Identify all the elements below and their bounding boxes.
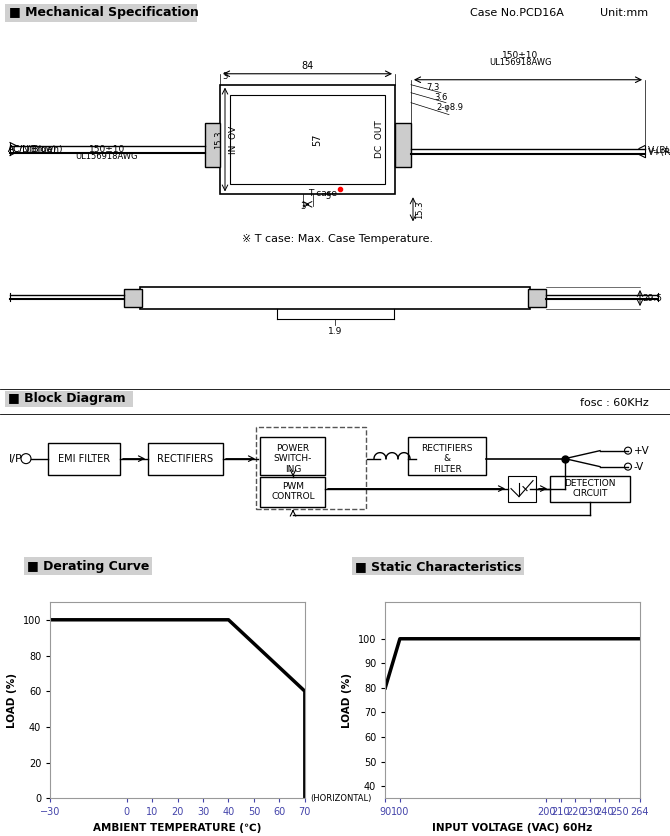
Text: DC  OUT: DC OUT [375, 120, 383, 159]
Text: POWER
SWITCH-
ING: POWER SWITCH- ING [274, 444, 312, 473]
Text: 84: 84 [302, 61, 314, 71]
Text: EMI FILTER: EMI FILTER [58, 454, 110, 464]
FancyBboxPatch shape [5, 4, 197, 22]
Text: +V: +V [634, 446, 650, 456]
Text: AC/N(Blue): AC/N(Blue) [8, 145, 57, 154]
Text: 7.3: 7.3 [426, 83, 440, 92]
Bar [260, 477, 325, 507]
Text: 3.6: 3.6 [434, 93, 448, 102]
Text: 15.3: 15.3 [214, 130, 223, 149]
Bar [230, 94, 385, 185]
Text: 150±10: 150±10 [89, 145, 125, 155]
Text: V-(BLACK): V-(BLACK) [648, 146, 670, 155]
Text: PWM
CONTROL: PWM CONTROL [271, 482, 315, 502]
Text: IN  OV: IN OV [230, 125, 239, 154]
Bar [550, 476, 630, 502]
Bar [256, 426, 366, 508]
Text: -V: -V [634, 461, 645, 472]
Text: ■ Derating Curve: ■ Derating Curve [27, 559, 149, 573]
Text: 29.5: 29.5 [642, 293, 662, 303]
Y-axis label: LOAD (%): LOAD (%) [342, 673, 352, 727]
Text: AC/L(Brown): AC/L(Brown) [8, 145, 64, 154]
Text: ■ Static Characteristics: ■ Static Characteristics [355, 559, 522, 573]
X-axis label: AMBIENT TEMPERATURE (℃): AMBIENT TEMPERATURE (℃) [93, 823, 262, 833]
Text: I/P: I/P [9, 454, 23, 464]
Text: (HORIZONTAL): (HORIZONTAL) [310, 794, 371, 803]
Text: UL156918AWG: UL156918AWG [488, 58, 551, 67]
Bar [205, 123, 220, 167]
Text: 57: 57 [312, 133, 322, 145]
Text: T case: T case [308, 190, 338, 198]
Bar [260, 436, 325, 475]
Bar [124, 289, 142, 307]
Text: UL156918AWG: UL156918AWG [76, 152, 138, 161]
Text: RECTIFIERS
&
FILTER: RECTIFIERS & FILTER [421, 444, 473, 473]
Bar [408, 436, 486, 475]
Text: RECTIFIERS: RECTIFIERS [157, 454, 213, 464]
Text: ■ Mechanical Specification: ■ Mechanical Specification [9, 7, 199, 19]
X-axis label: INPUT VOLTAGE (VAC) 60Hz: INPUT VOLTAGE (VAC) 60Hz [432, 823, 593, 833]
Text: 5: 5 [325, 192, 330, 201]
Text: 2-φ8.9: 2-φ8.9 [436, 103, 463, 112]
Text: 15.3: 15.3 [415, 200, 424, 218]
Text: fosc : 60KHz: fosc : 60KHz [580, 398, 649, 408]
Bar [148, 442, 223, 475]
Bar [508, 476, 536, 502]
Text: Case No.PCD16A: Case No.PCD16A [470, 8, 564, 18]
Bar [220, 84, 395, 195]
Bar [395, 123, 411, 167]
Y-axis label: LOAD (%): LOAD (%) [7, 673, 17, 727]
Bar [528, 289, 546, 307]
FancyBboxPatch shape [5, 390, 133, 406]
Text: ※ T case: Max. Case Temperature.: ※ T case: Max. Case Temperature. [242, 234, 433, 244]
Text: 1.9: 1.9 [328, 327, 342, 336]
Bar [48, 442, 120, 475]
Text: 3: 3 [299, 202, 306, 212]
Text: 150±10: 150±10 [502, 51, 538, 60]
Bar [140, 287, 530, 309]
Text: 3: 3 [222, 72, 227, 81]
Text: V+(RED): V+(RED) [648, 147, 670, 156]
Text: ■ Block Diagram: ■ Block Diagram [8, 392, 126, 405]
Text: DETECTION
CIRCUIT: DETECTION CIRCUIT [564, 479, 616, 498]
Text: Unit:mm: Unit:mm [600, 8, 648, 18]
